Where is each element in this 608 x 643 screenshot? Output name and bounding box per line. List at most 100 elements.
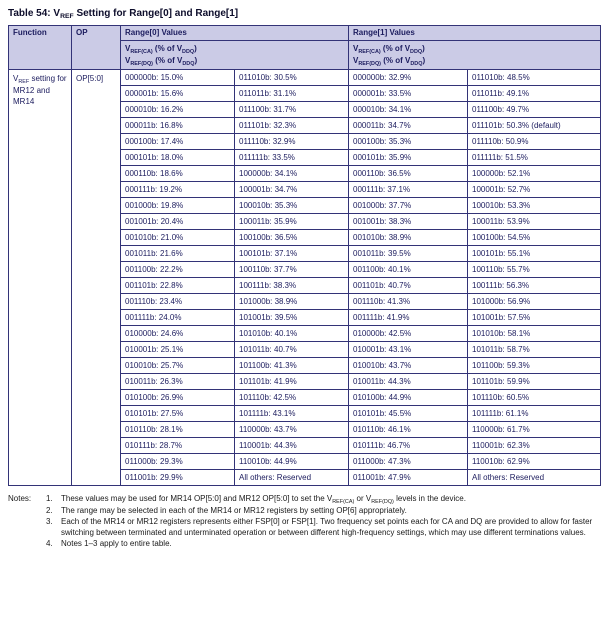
- value-cell: 010010b: 43.7%: [348, 357, 468, 374]
- table-row: 000111b: 19.2% 100001b: 34.7% 000111b: 37.…: [9, 181, 601, 198]
- table-row: 010000b: 24.6% 101010b: 40.1% 010000b: 42.…: [9, 325, 601, 342]
- value-cell: 100110b: 37.7%: [234, 261, 349, 278]
- value-cell: 010101b: 45.5%: [348, 405, 468, 422]
- value-cell: 011001b: 47.9%: [348, 469, 468, 486]
- value-cell: 110000b: 61.7%: [467, 421, 601, 438]
- value-cell: 010011b: 26.3%: [120, 373, 235, 390]
- value-cell: 000100b: 17.4%: [120, 133, 235, 150]
- value-cell: 110010b: 44.9%: [234, 453, 349, 470]
- table-row: 001011b: 21.6% 100101b: 37.1% 001011b: 39.…: [9, 245, 601, 262]
- vref-setting-table: Function OP Range[0] Values Range[1] Val…: [8, 25, 601, 486]
- value-cell: 010100b: 26.9%: [120, 389, 235, 406]
- value-cell: 101101b: 59.9%: [467, 373, 601, 390]
- value-cell: 100100b: 54.5%: [467, 229, 601, 246]
- col-header-op: OP: [71, 25, 121, 70]
- value-cell: 011100b: 31.7%: [234, 101, 349, 118]
- value-cell: 000000b: 32.9%: [348, 69, 468, 86]
- value-cell: 000011b: 34.7%: [348, 117, 468, 134]
- vref-ca-label: VREF(CA) (% of VDDQ): [125, 44, 197, 55]
- value-cell: 001010b: 21.0%: [120, 229, 235, 246]
- value-cell: 000011b: 16.8%: [120, 117, 235, 134]
- value-cell: 110010b: 62.9%: [467, 453, 601, 470]
- value-cell: 001100b: 40.1%: [348, 261, 468, 278]
- value-cell: All others: Reserved: [234, 469, 349, 486]
- value-cell: 010100b: 44.9%: [348, 389, 468, 406]
- note-text: These values may be used for MR14 OP[5:0…: [61, 494, 466, 505]
- value-cell: 010001b: 43.1%: [348, 341, 468, 358]
- value-cell: 000111b: 19.2%: [120, 181, 235, 198]
- subheader-range1: VREF(CA) (% of VDDQ) VREF(DQ) (% of VDDQ…: [348, 40, 601, 70]
- value-cell: 110001b: 44.3%: [234, 437, 349, 454]
- value-cell: 001001b: 20.4%: [120, 213, 235, 230]
- value-cell: 100001b: 34.7%: [234, 181, 349, 198]
- value-cell: 001010b: 38.9%: [348, 229, 468, 246]
- value-cell: 001110b: 23.4%: [120, 293, 235, 310]
- value-cell: 100001b: 52.7%: [467, 181, 601, 198]
- table-body: VREF setting for MR12 and MR14 OP[5:0] 000…: [8, 69, 601, 486]
- value-cell: 101100b: 41.3%: [234, 357, 349, 374]
- value-cell: 100011b: 53.9%: [467, 213, 601, 230]
- value-cell: 001111b: 24.0%: [120, 309, 235, 326]
- value-cell: 000010b: 16.2%: [120, 101, 235, 118]
- value-cell: 000001b: 15.6%: [120, 85, 235, 102]
- value-cell: 011000b: 47.3%: [348, 453, 468, 470]
- value-cell: 011101b: 50.3% (default): [467, 117, 601, 134]
- value-cell: 000111b: 37.1%: [348, 181, 468, 198]
- value-cell: 010000b: 24.6%: [120, 325, 235, 342]
- col-header-function: Function: [8, 25, 72, 70]
- value-cell: 100101b: 55.1%: [467, 245, 601, 262]
- note-item: 4. Notes 1–3 apply to entire table.: [8, 538, 600, 549]
- value-cell: 100000b: 34.1%: [234, 165, 349, 182]
- col-header-range1: Range[1] Values: [348, 25, 601, 41]
- table-header: Function OP Range[0] Values Range[1] Val…: [8, 25, 601, 70]
- note-number: 2.: [46, 505, 53, 515]
- value-cell: 000110b: 18.6%: [120, 165, 235, 182]
- value-cell: 101100b: 59.3%: [467, 357, 601, 374]
- table-row: 000101b: 18.0% 011111b: 33.5% 000101b: 35.…: [9, 149, 601, 166]
- header-row-sub: VREF(CA) (% of VDDQ) VREF(DQ) (% of VDDQ…: [9, 40, 601, 70]
- table-row: 001001b: 20.4% 100011b: 35.9% 001001b: 38.…: [9, 213, 601, 230]
- header-row-top: Function OP Range[0] Values Range[1] Val…: [8, 25, 601, 70]
- value-cell: 101110b: 42.5%: [234, 389, 349, 406]
- value-cell: 010101b: 27.5%: [120, 405, 235, 422]
- value-cell: 011101b: 32.3%: [234, 117, 349, 134]
- value-cell: 100110b: 55.7%: [467, 261, 601, 278]
- value-cell: 101010b: 58.1%: [467, 325, 601, 342]
- value-cell: 001000b: 37.7%: [348, 197, 468, 214]
- value-cell: 001100b: 22.2%: [120, 261, 235, 278]
- value-cell: 000101b: 35.9%: [348, 149, 468, 166]
- vref-dq-label: VREF(DQ) (% of VDDQ): [125, 56, 198, 67]
- value-cell: 010110b: 46.1%: [348, 421, 468, 438]
- value-cell: 001000b: 19.8%: [120, 197, 235, 214]
- table-title: Table 54: VREF Setting for Range[0] and …: [8, 8, 239, 20]
- note-text: The range may be selected in each of the…: [61, 505, 407, 515]
- note-item: Notes: 1. These values may be used for M…: [8, 493, 600, 505]
- value-cell: 101110b: 60.5%: [467, 389, 601, 406]
- note-item: 3. Each of the MR14 or MR12 registers re…: [8, 516, 600, 538]
- value-cell: 101011b: 40.7%: [234, 341, 349, 358]
- value-cell: 100011b: 35.9%: [234, 213, 349, 230]
- value-cell: 100111b: 38.3%: [234, 277, 349, 294]
- value-cell: 011110b: 50.9%: [467, 133, 601, 150]
- function-cell: VREF setting for MR12 and MR14: [8, 69, 72, 486]
- note-text: Each of the MR14 or MR12 registers repre…: [61, 516, 593, 537]
- value-cell: All others: Reserved: [467, 469, 601, 486]
- note-item: 2. The range may be selected in each of …: [8, 505, 600, 516]
- value-cell: 100100b: 36.5%: [234, 229, 349, 246]
- value-cell: 100000b: 52.1%: [467, 165, 601, 182]
- value-cell: 010011b: 44.3%: [348, 373, 468, 390]
- subheader-range0: VREF(CA) (% of VDDQ) VREF(DQ) (% of VDDQ…: [120, 40, 349, 70]
- table-row: VREF setting for MR12 and MR14 OP[5:0] 000…: [8, 69, 601, 486]
- value-cell: 101000b: 56.9%: [467, 293, 601, 310]
- value-cell: 101101b: 41.9%: [234, 373, 349, 390]
- table-row: 001000b: 19.8% 100010b: 35.3% 001000b: 37.…: [9, 197, 601, 214]
- value-cell: 101111b: 61.1%: [467, 405, 601, 422]
- table-row: 001111b: 24.0% 101001b: 39.5% 001111b: 41.…: [9, 309, 601, 326]
- value-cell: 001011b: 39.5%: [348, 245, 468, 262]
- value-cell: 010000b: 42.5%: [348, 325, 468, 342]
- table-row: 000110b: 18.6% 100000b: 34.1% 000110b: 36.…: [9, 165, 601, 182]
- notes-section: Notes: 1. These values may be used for M…: [8, 493, 600, 549]
- value-cell: 101111b: 43.1%: [234, 405, 349, 422]
- value-cell: 011100b: 49.7%: [467, 101, 601, 118]
- value-cell: 010001b: 25.1%: [120, 341, 235, 358]
